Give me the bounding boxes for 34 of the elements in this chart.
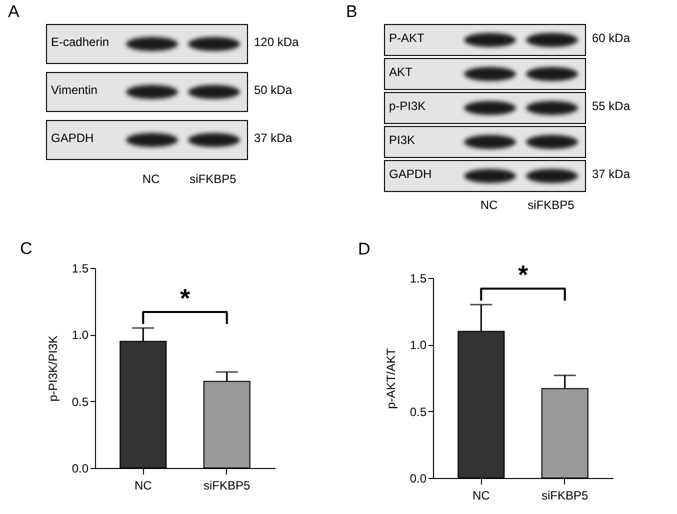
category-label: Vimentin — [51, 83, 98, 97]
text: 37 kDa — [592, 167, 630, 181]
text: A — [8, 2, 20, 22]
chart-title: C — [20, 239, 32, 258]
y-axis-title: p-AKT/AKT — [384, 347, 398, 409]
category-label: siFKBP5 — [188, 172, 238, 186]
y-tick-label: 1.5 — [410, 272, 427, 286]
text: B — [346, 2, 358, 22]
category-label: NC — [141, 172, 161, 186]
y-tick-label: 1.0 — [410, 338, 427, 352]
chart-title: D — [358, 240, 370, 259]
category-label: GAPDH — [51, 131, 94, 145]
y-axis-title: p-PI3K/PI3K — [46, 335, 60, 402]
text: 55 kDa — [592, 99, 630, 113]
annotation: * — [180, 283, 191, 313]
text: 120 kDa — [254, 35, 299, 49]
text: 37 kDa — [254, 131, 292, 145]
category-label: PI3K — [389, 133, 416, 147]
annotation: * — [518, 260, 529, 290]
y-tick-label: 0.5 — [72, 394, 89, 409]
category-label: E-cadherin — [51, 35, 110, 49]
y-tick-label: 1.0 — [72, 328, 89, 342]
category-label: P-AKT — [389, 31, 424, 45]
category-label: NC — [479, 198, 499, 212]
text: 60 kDa — [592, 31, 630, 45]
text: 50 kDa — [254, 83, 292, 97]
y-tick-label: 0.0 — [72, 462, 89, 476]
category-label: GAPDH — [389, 167, 432, 181]
y-tick-label: 1.5 — [72, 262, 89, 276]
category-label: p-PI3K — [389, 99, 426, 113]
y-tick-label: 0.5 — [410, 404, 427, 419]
y-tick-label: 0.0 — [410, 472, 427, 486]
category-label: AKT — [389, 65, 412, 79]
category-label: siFKBP5 — [526, 198, 576, 212]
